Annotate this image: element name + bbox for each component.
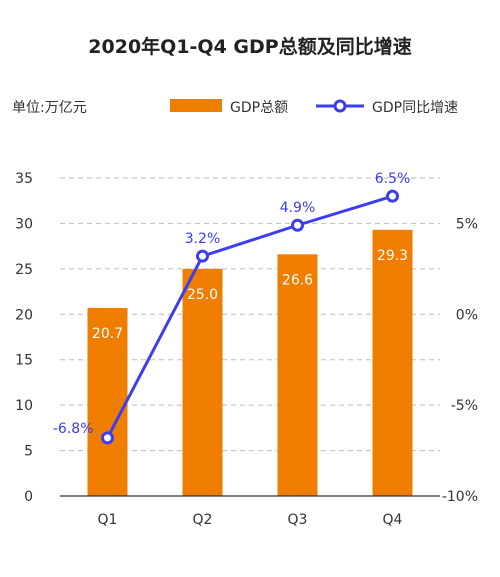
legend: GDP总额 GDP同比增速 (170, 99, 458, 116)
y-right-tick-label: -5% (451, 398, 478, 414)
y-left-tick-label: 30 (15, 216, 33, 232)
growth-point (101, 431, 114, 445)
bar (277, 254, 318, 496)
bars (87, 229, 413, 496)
chart-title: 2020年Q1-Q4 GDP总额及同比增速 (88, 35, 411, 58)
x-tick-label: Q2 (193, 512, 213, 528)
y-left-tick-label: 25 (15, 262, 33, 278)
y-left-tick-label: 35 (15, 171, 33, 187)
growth-point (386, 189, 399, 203)
y-left-tick-label: 15 (15, 353, 33, 369)
legend-line-label: GDP同比增速 (372, 100, 458, 116)
growth-label: 6.5% (375, 171, 411, 187)
growth-line-path (106, 194, 393, 439)
growth-line (101, 189, 399, 445)
x-tick-label: Q3 (288, 512, 308, 528)
growth-label: -6.8% (53, 421, 94, 437)
growth-label: 4.9% (280, 200, 316, 216)
bar-labels: 20.7 25.0 26.6 29.3 (92, 248, 408, 342)
x-tick-label: Q4 (383, 512, 403, 528)
y-left-tick-label: 10 (15, 398, 33, 414)
y-right-tick-label: -10% (442, 489, 478, 505)
bar (372, 229, 413, 496)
y-left-tick-label: 0 (24, 489, 33, 505)
growth-point (196, 249, 209, 263)
growth-label: 3.2% (185, 231, 221, 247)
growth-point (291, 218, 304, 232)
y-left-tick-label: 5 (24, 444, 33, 460)
legend-bar-label: GDP总额 (230, 100, 288, 116)
bar-value-label: 29.3 (377, 248, 408, 264)
y-right-tick-label: 0% (456, 307, 478, 323)
bar-value-label: 20.7 (92, 326, 123, 342)
bar-value-label: 25.0 (187, 287, 218, 303)
y-right-tick-label: 5% (456, 216, 478, 232)
x-axis: Q1 Q2 Q3 Q4 (98, 512, 403, 528)
legend-line-marker (333, 99, 347, 113)
x-tick-label: Q1 (98, 512, 118, 528)
bar (87, 307, 128, 496)
bar-value-label: 26.6 (282, 272, 313, 288)
bar (182, 268, 223, 496)
y-axis-left: 0 5 10 15 20 25 30 35 (15, 171, 33, 505)
y-left-tick-label: 20 (15, 307, 33, 323)
legend-bar-swatch (170, 99, 222, 112)
growth-labels: -6.8% 3.2% 4.9% 6.5% (53, 171, 410, 437)
unit-label: 单位:万亿元 (12, 100, 87, 116)
y-axis-right: -10% -5% 0% 5% (442, 216, 478, 505)
